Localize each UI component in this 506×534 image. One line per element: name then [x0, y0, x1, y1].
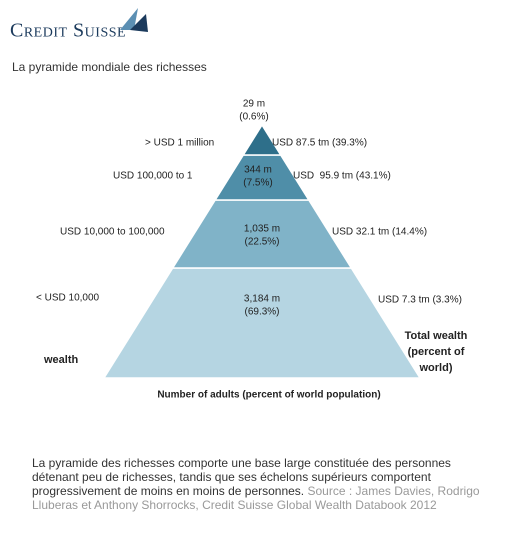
subtitle: La pyramide mondiale des richesses [12, 60, 207, 74]
caption-text: La pyramide des richesses comporte une b… [32, 456, 451, 498]
adults: 29 m [243, 99, 265, 110]
wealth-range: > USD 1 million [145, 138, 214, 149]
adults-share: (69.3%) [244, 307, 279, 318]
adults-share: (0.6%) [239, 112, 268, 123]
caption: La pyramide des richesses comporte une b… [32, 456, 500, 512]
total-wealth: USD 32.1 tm (14.4%) [332, 227, 427, 238]
total-wealth: USD 95.9 tm (43.1%) [293, 171, 391, 182]
right-label: world) [419, 362, 453, 374]
source: Source : James Davies, Rodrigo Lluberas … [32, 484, 480, 512]
adults: 3,184 m [244, 294, 280, 305]
logo-sails [120, 8, 148, 32]
infographic: Credit Suisse La pyramide mondiale des r… [10, 8, 468, 401]
logo: Credit Suisse [10, 20, 126, 42]
adults-share: (22.5%) [244, 237, 279, 248]
bottom-label: Number of adults (percent of world popul… [157, 390, 380, 401]
pyramid-level [241, 123, 283, 156]
total-wealth: USD 7.3 tm (3.3%) [378, 295, 462, 306]
wealth-range: < USD 10,000 [36, 293, 100, 304]
pyramid [102, 123, 422, 379]
left-label: wealth [43, 354, 79, 366]
adults: 1,035 m [244, 224, 280, 235]
right-label: Total wealth [405, 330, 468, 342]
total-wealth: USD 87.5 tm (39.3%) [272, 138, 367, 149]
wealth-range: USD 10,000 to 100,000 [60, 227, 165, 238]
wealth-range: USD 100,000 to 1 [113, 171, 193, 182]
pyramid-level [102, 267, 422, 379]
adults: 344 m [244, 165, 272, 176]
adults-share: (7.5%) [243, 178, 272, 189]
right-label: (percent of [408, 346, 465, 358]
